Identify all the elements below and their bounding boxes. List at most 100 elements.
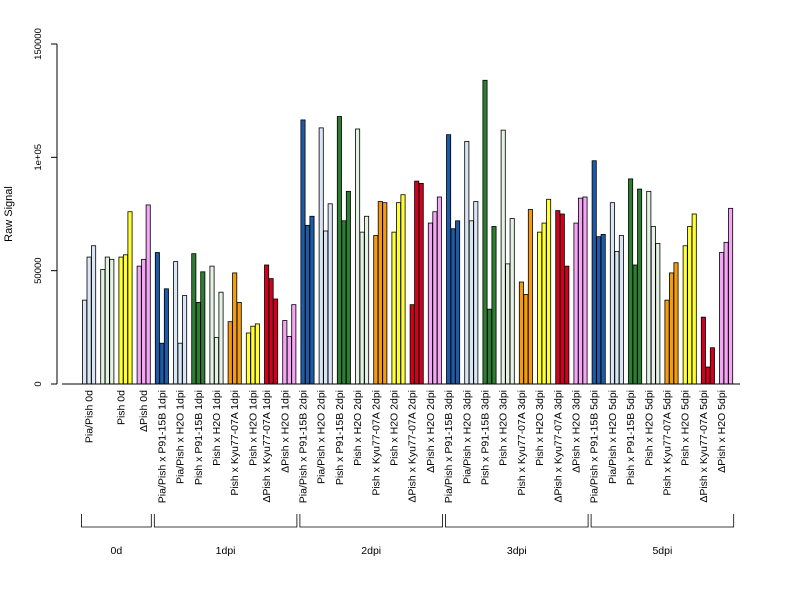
bar xyxy=(395,202,401,385)
bar xyxy=(527,209,533,385)
x-tick-labels: Pia/Pish 0d Pish 0d ΔPish 0d Pia/Pish x P91… xyxy=(84,390,728,503)
group-bracket xyxy=(81,514,152,528)
bar xyxy=(195,301,201,385)
bar xyxy=(555,210,561,385)
bar xyxy=(450,228,456,385)
bar xyxy=(673,262,679,385)
bar xyxy=(327,203,333,385)
bar xyxy=(104,256,110,385)
group-label: 1dpi xyxy=(216,545,236,557)
bar xyxy=(309,215,315,385)
group-label: 2dpi xyxy=(361,545,381,557)
bar xyxy=(341,220,347,385)
bar xyxy=(646,190,652,385)
bar xyxy=(364,215,370,385)
bar xyxy=(191,253,197,385)
bar xyxy=(614,250,620,385)
bar xyxy=(377,201,383,385)
bar xyxy=(632,264,638,385)
x-tick-label: Pish x H2O 5dpi xyxy=(680,390,692,466)
bar xyxy=(336,116,342,385)
bar xyxy=(728,207,734,385)
y-tick-label: 50000 xyxy=(33,257,44,283)
bar xyxy=(546,198,552,385)
x-tick-label: Pish x Kyu77-07A 1dpi xyxy=(229,390,241,496)
bar xyxy=(355,128,361,385)
bar xyxy=(304,224,310,385)
x-tick-label: Pia/Pish x H2O 2dpi xyxy=(316,390,328,484)
bar xyxy=(655,243,661,385)
group-bracket xyxy=(445,514,589,528)
bar xyxy=(141,258,147,385)
bar xyxy=(446,134,452,385)
bar xyxy=(100,269,106,385)
bar xyxy=(145,204,151,385)
x-tick-label: Pia/Pish 0d xyxy=(84,390,96,443)
bar xyxy=(82,299,88,385)
bar xyxy=(591,160,597,385)
x-tick-label: Pish x H2O 5dpi xyxy=(643,390,655,466)
bar xyxy=(373,235,379,385)
bar xyxy=(486,308,492,385)
bar xyxy=(687,226,693,385)
bar xyxy=(136,265,142,385)
y-tick-label: 150000 xyxy=(33,28,44,60)
bar xyxy=(427,222,433,385)
bar xyxy=(127,211,133,385)
x-tick-label: Pia/Pish x H2O 5dpi xyxy=(607,390,619,484)
bar xyxy=(109,258,115,385)
bar xyxy=(500,129,506,385)
x-tick-label: Pish x P91-15B 1dpi xyxy=(193,390,205,485)
x-tick-label: ΔPish x H2O 5dpi xyxy=(716,390,728,473)
bar xyxy=(409,304,415,385)
x-tick-label: Pish x Kyu77-07A 3dpi xyxy=(516,390,528,496)
bar xyxy=(709,347,715,385)
x-tick-label: Pia/Pish x P91-15B 5dpi xyxy=(589,390,601,503)
bar xyxy=(159,342,165,385)
bar xyxy=(118,256,124,385)
y-tick-label: 0 xyxy=(33,381,44,386)
bar xyxy=(509,218,515,385)
x-tick-label: Pia/Pish x P91-15B 2dpi xyxy=(298,390,310,503)
bar xyxy=(618,235,624,385)
bar xyxy=(300,119,306,385)
x-tick-label: ΔPish x Kyu77-07A 1dpi xyxy=(261,390,273,503)
bar xyxy=(227,321,233,385)
bar xyxy=(318,127,324,385)
x-tick-label: Pish x Kyu77-07A 5dpi xyxy=(662,390,674,496)
x-tick-label: Pia/Pish x H2O 3dpi xyxy=(461,390,473,484)
group-label: 3dpi xyxy=(507,545,527,557)
bar xyxy=(596,236,602,385)
bar xyxy=(286,335,292,385)
bar xyxy=(482,79,488,385)
x-tick-label: ΔPish x Kyu77-07A 3dpi xyxy=(552,390,564,503)
bar xyxy=(432,211,438,385)
x-tick-label: Pia/Pish x P91-15B 1dpi xyxy=(156,390,168,503)
x-tick-label: Pish x H2O 3dpi xyxy=(534,390,546,466)
bar xyxy=(282,320,288,385)
x-tick-label: ΔPish x H2O 2dpi xyxy=(425,390,437,473)
bar xyxy=(250,325,256,385)
x-tick-label: ΔPish x H2O 3dpi xyxy=(571,390,583,473)
bar xyxy=(418,182,424,385)
x-tick-label: ΔPish x Kyu77-07A 2dpi xyxy=(407,390,419,503)
y-tick-label: 1e+05 xyxy=(33,144,44,171)
y-axis-label: Raw Signal xyxy=(3,186,15,242)
group-bracket xyxy=(299,514,443,528)
bar xyxy=(705,366,711,385)
bar xyxy=(345,190,351,385)
bar xyxy=(523,294,529,385)
bar xyxy=(700,316,706,385)
bar xyxy=(628,178,634,385)
bar xyxy=(273,298,279,385)
x-tick-label: Pish x H2O 1dpi xyxy=(211,390,223,466)
bar xyxy=(691,213,697,385)
bar xyxy=(600,233,606,385)
x-tick-label: Pia/Pish x H2O 1dpi xyxy=(175,390,187,484)
bar xyxy=(200,271,206,385)
group-bracket xyxy=(153,514,298,528)
bar xyxy=(464,141,470,385)
bar xyxy=(218,291,224,385)
bar xyxy=(154,252,160,385)
